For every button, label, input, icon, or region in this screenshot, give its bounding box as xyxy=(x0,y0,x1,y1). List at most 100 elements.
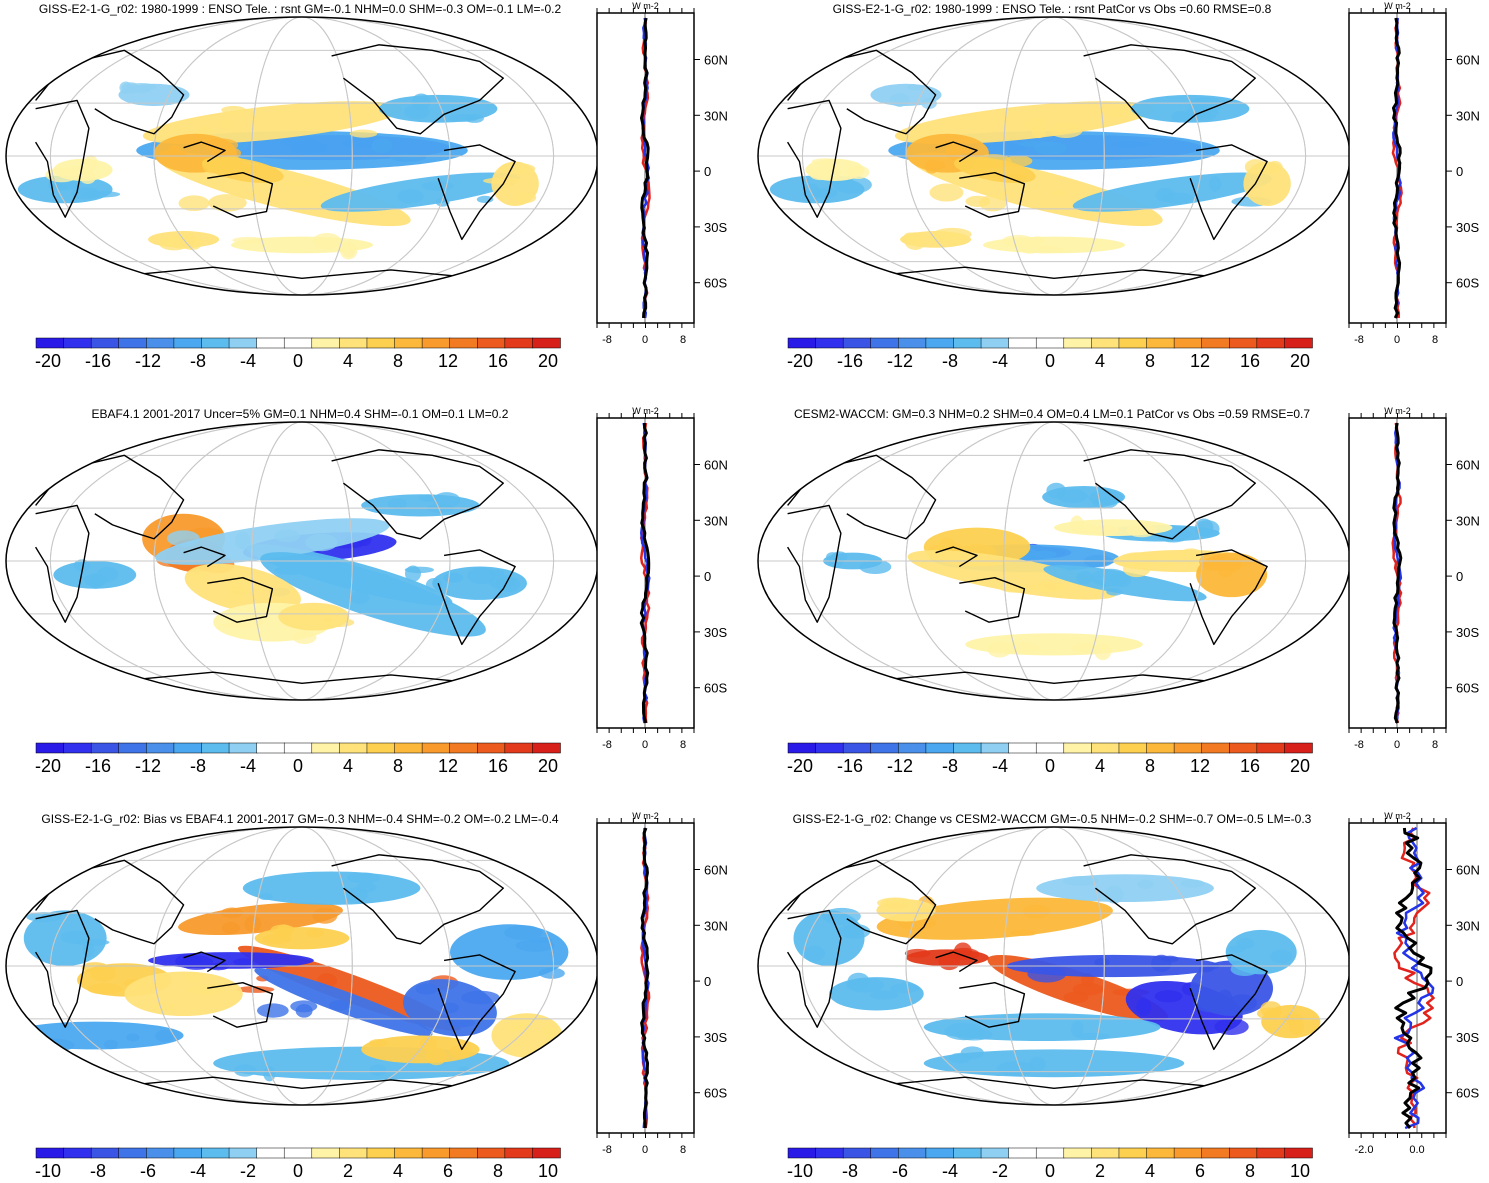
colorbar-label: 4 xyxy=(1095,756,1105,776)
zonal-xtick-label: -2.0 xyxy=(1355,1144,1374,1156)
zonal-series-red xyxy=(1393,827,1435,1129)
colorbar-label: 20 xyxy=(538,756,558,776)
field-speckle xyxy=(1048,121,1083,139)
colorbar-swatch xyxy=(35,1147,65,1159)
colorbar-swatch xyxy=(228,1147,258,1159)
field-speckle xyxy=(81,962,109,973)
colorbar-label: 4 xyxy=(393,1161,403,1181)
colorbar-swatch xyxy=(118,337,148,349)
field-speckle xyxy=(119,81,133,94)
zonal-series-blue xyxy=(1393,826,1435,1130)
field-speckle xyxy=(1227,994,1257,1012)
field-speckle xyxy=(397,189,424,204)
lat-label: 0 xyxy=(704,974,711,989)
colorbar-swatch xyxy=(256,337,285,349)
colorbar-swatch xyxy=(1201,742,1231,754)
field-speckle xyxy=(82,190,121,198)
colorbar-label: 16 xyxy=(1240,756,1260,776)
colorbar-label: -4 xyxy=(992,756,1008,776)
field-speckle xyxy=(60,930,91,944)
field-speckle xyxy=(233,1064,257,1077)
field-speckle xyxy=(224,578,260,595)
colorbar-swatch xyxy=(63,1147,92,1159)
field-speckle xyxy=(203,138,239,152)
panel-title: GISS-E2-1-G_r02: Change vs CESM2-WACCM G… xyxy=(793,812,1312,826)
field-speckle xyxy=(79,171,96,184)
field-speckle xyxy=(208,194,247,212)
colorbar-label: 0 xyxy=(293,1161,303,1181)
field-speckle xyxy=(515,939,555,952)
field-speckle xyxy=(483,177,524,185)
lat-label: 60S xyxy=(704,1086,727,1101)
colorbar-label: 0 xyxy=(1045,756,1055,776)
colorbar: -20 -16 -12 -8 -4 0 4 8 12 16 20 xyxy=(787,337,1313,371)
field-speckle xyxy=(1076,570,1094,585)
field-speckle xyxy=(1006,642,1041,655)
field-speckle xyxy=(232,236,265,244)
lat-label: 30S xyxy=(1456,220,1479,235)
field-speckle xyxy=(1063,991,1089,1004)
field-speckle xyxy=(1214,1018,1249,1036)
field-speckle xyxy=(151,1002,178,1011)
field-patch xyxy=(1036,874,1214,903)
field-speckle xyxy=(281,180,316,188)
field-speckle xyxy=(198,988,217,996)
colorbar-swatch xyxy=(1035,1147,1065,1159)
colorbar-swatch xyxy=(63,742,92,754)
field-speckle xyxy=(1122,560,1151,578)
colorbar-swatch xyxy=(953,742,982,754)
field-speckle xyxy=(425,1047,448,1066)
colorbar-swatch xyxy=(1229,742,1258,754)
lat-label: 60S xyxy=(1456,1086,1479,1101)
colorbar-swatch xyxy=(1256,742,1286,754)
field-speckle xyxy=(389,153,426,162)
field-speckle xyxy=(859,559,892,575)
colorbar-swatch xyxy=(1008,337,1037,349)
field-speckle xyxy=(1155,187,1175,203)
colorbar-swatch xyxy=(421,1147,451,1159)
colorbar-swatch xyxy=(953,1147,982,1159)
field-speckle xyxy=(1193,113,1216,121)
zonal-series-black xyxy=(639,17,650,319)
field-speckle xyxy=(168,144,182,156)
zonal-series-black xyxy=(1391,17,1402,319)
colorbar-swatch xyxy=(477,337,506,349)
field-speckle xyxy=(1018,240,1041,254)
colorbar-swatch xyxy=(366,1147,396,1159)
field-speckle xyxy=(907,84,923,91)
field-speckle xyxy=(1070,515,1084,534)
colorbar-label: 4 xyxy=(343,351,353,371)
map-field xyxy=(758,827,1350,1105)
field-speckle xyxy=(310,605,323,614)
colorbar-swatch xyxy=(925,1147,955,1159)
field-patch xyxy=(155,518,390,565)
graticule xyxy=(758,827,1350,1105)
zonal-mean-plot: W m-2 60N 30N 0 30S 60S -8 0 8 xyxy=(1348,1,1480,346)
colorbar-swatch xyxy=(1284,1147,1313,1159)
zonal-xtick-label: 0 xyxy=(642,1144,648,1156)
colorbar-label: 2 xyxy=(1095,1161,1105,1181)
field-speckle xyxy=(155,1029,175,1043)
field-speckle xyxy=(1050,190,1069,197)
colorbar-swatch xyxy=(173,337,203,349)
colorbar: -10 -8 -6 -4 -2 0 2 4 6 8 10 xyxy=(35,1147,561,1181)
colorbar-swatch xyxy=(90,1147,120,1159)
field-speckle xyxy=(999,583,1035,593)
field-speckle xyxy=(433,492,461,509)
zonal-unit: W m-2 xyxy=(1384,406,1411,416)
zonal-xtick-label: -8 xyxy=(602,334,612,346)
field-speckle xyxy=(1261,162,1275,170)
colorbar-swatch xyxy=(1063,337,1093,349)
colorbar-label: -8 xyxy=(190,351,206,371)
lat-label: 60N xyxy=(704,863,728,878)
field-speckle xyxy=(283,199,322,207)
colorbar-swatch xyxy=(1091,337,1120,349)
colorbar-swatch xyxy=(787,1147,817,1159)
colorbar-swatch xyxy=(421,337,451,349)
field-speckle xyxy=(368,1038,389,1048)
colorbar-label: -4 xyxy=(992,351,1008,371)
colorbar-swatch xyxy=(1201,337,1231,349)
colorbar-swatch xyxy=(980,742,1010,754)
colorbar-label: 10 xyxy=(1290,1161,1310,1181)
colorbar-swatch xyxy=(842,1147,872,1159)
